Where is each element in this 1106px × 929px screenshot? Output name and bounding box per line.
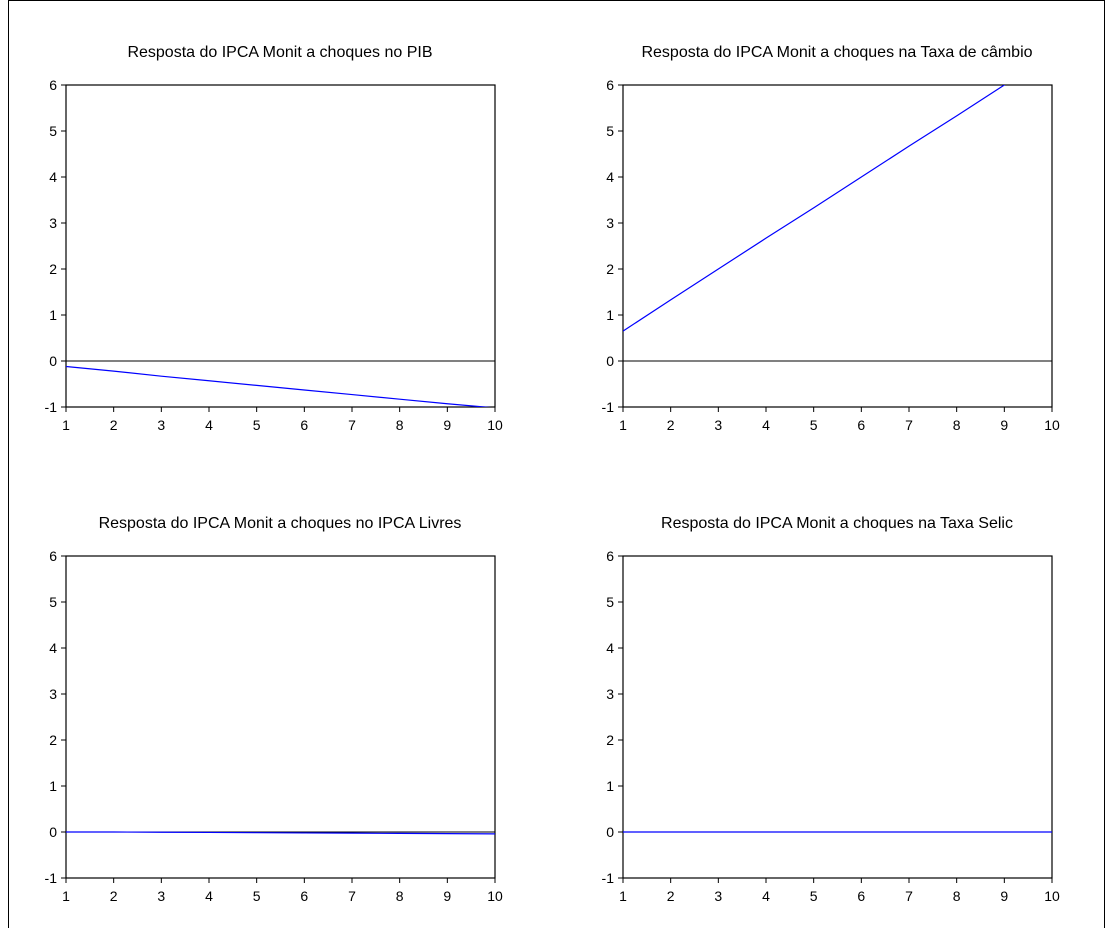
y-tick-label: 6 [606,77,614,93]
x-tick-label: 9 [1000,417,1008,433]
figure-frame [8,0,1105,928]
y-tick-label: 0 [49,353,57,369]
y-tick-label: 5 [49,594,57,610]
x-tick-label: 10 [487,417,503,433]
x-tick-label: 10 [1044,888,1060,904]
chart-title: Resposta do IPCA Monit a choques na Taxa… [641,44,1032,61]
chart-title: Resposta do IPCA Monit a choques na Taxa… [661,515,1013,532]
y-tick-label: 2 [606,261,614,277]
x-tick-label: 5 [253,417,261,433]
x-tick-label: 4 [205,417,213,433]
y-tick-label: 2 [49,732,57,748]
x-tick-label: 1 [619,888,627,904]
x-tick-label: 2 [667,417,675,433]
y-tick-label: 6 [606,548,614,564]
y-tick-label: 1 [49,778,57,794]
chart-panel-4: Resposta do IPCA Monit a choques na Taxa… [602,515,1060,904]
y-tick-label: 3 [606,215,614,231]
x-tick-label: 6 [857,417,865,433]
y-tick-label: 3 [49,215,57,231]
y-tick-label: 0 [606,824,614,840]
x-tick-label: 5 [810,417,818,433]
x-tick-label: 9 [443,417,451,433]
x-tick-label: 8 [396,417,404,433]
y-tick-label: 2 [49,261,57,277]
chart-panel-2: Resposta do IPCA Monit a choques na Taxa… [602,44,1060,433]
x-tick-label: 1 [619,417,627,433]
x-tick-label: 2 [110,417,118,433]
x-tick-label: 7 [348,888,356,904]
y-tick-label: 4 [606,169,614,185]
y-tick-label: 5 [606,594,614,610]
x-tick-label: 8 [953,417,961,433]
chart-panel-1: Resposta do IPCA Monit a choques no PIB -… [45,44,503,433]
y-tick-label: 6 [49,548,57,564]
x-tick-label: 3 [157,417,165,433]
x-tick-label: 4 [762,888,770,904]
y-tick-label: 5 [49,123,57,139]
x-tick-label: 10 [1044,417,1060,433]
plot-area-border [622,555,1053,879]
x-tick-label: 5 [253,888,261,904]
x-tick-label: 10 [487,888,503,904]
y-tick-label: 0 [49,824,57,840]
chart-panel-3: Resposta do IPCA Monit a choques no IPCA… [45,515,503,904]
x-tick-label: 7 [348,417,356,433]
x-tick-label: 2 [667,888,675,904]
x-tick-label: 6 [300,417,308,433]
y-tick-label: 5 [606,123,614,139]
x-tick-label: 6 [857,888,865,904]
y-tick-label: 4 [49,169,57,185]
x-tick-label: 6 [300,888,308,904]
y-tick-label: -1 [602,399,615,415]
y-tick-label: 3 [606,686,614,702]
y-tick-label: -1 [602,870,615,886]
x-tick-label: 4 [762,417,770,433]
x-tick-label: 9 [443,888,451,904]
x-tick-label: 7 [905,417,913,433]
x-tick-label: 3 [157,888,165,904]
series-line-1 [623,85,1006,332]
x-tick-label: 5 [810,888,818,904]
chart-title: Resposta do IPCA Monit a choques no PIB [127,44,432,61]
y-tick-label: 1 [49,307,57,323]
x-tick-label: 1 [62,417,70,433]
y-tick-label: 0 [606,353,614,369]
x-tick-label: 3 [714,417,722,433]
y-tick-label: -1 [45,870,58,886]
x-tick-label: 7 [905,888,913,904]
series-line-1 [66,831,495,835]
x-tick-label: 8 [953,888,961,904]
chart-title: Resposta do IPCA Monit a choques no IPCA… [99,515,462,532]
plot-area-border [622,84,1053,408]
x-tick-label: 1 [62,888,70,904]
y-tick-label: 2 [606,732,614,748]
y-tick-label: 6 [49,77,57,93]
series-line-1 [66,365,492,407]
y-tick-label: 1 [606,778,614,794]
x-tick-label: 4 [205,888,213,904]
plot-area-border [65,555,496,879]
x-tick-label: 3 [714,888,722,904]
plot-area-border [65,84,496,408]
y-tick-label: 1 [606,307,614,323]
y-tick-label: 4 [49,640,57,656]
x-tick-label: 9 [1000,888,1008,904]
y-tick-label: 3 [49,686,57,702]
y-tick-label: -1 [45,399,58,415]
x-tick-label: 2 [110,888,118,904]
y-tick-label: 4 [606,640,614,656]
x-tick-label: 8 [396,888,404,904]
